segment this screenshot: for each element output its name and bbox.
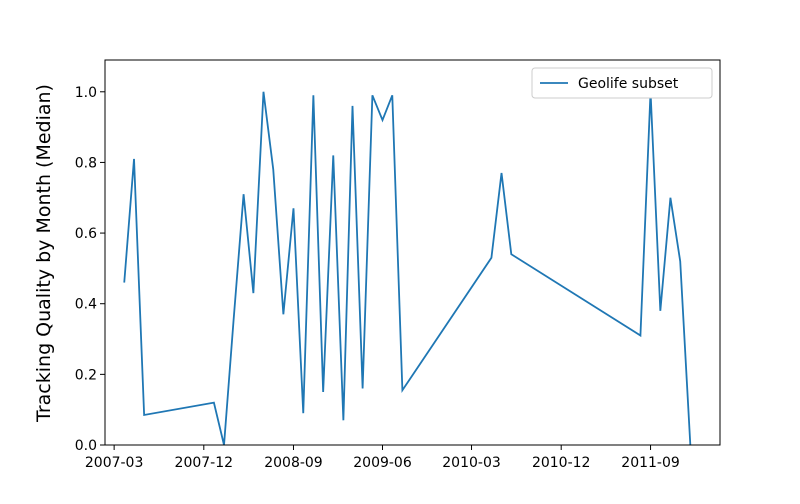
y-tick-label: 0.6: [75, 226, 97, 242]
data-line: [123, 91, 692, 446]
y-tick-label: 0.4: [75, 297, 97, 313]
x-tick-label: 2008-09: [264, 455, 323, 471]
x-tick-label: 2007-12: [175, 455, 234, 471]
x-tick-label: 2010-03: [442, 455, 501, 471]
legend-box: [531, 67, 713, 99]
y-tick-label: 0.0: [75, 438, 97, 454]
x-tick-label: 2009-06: [353, 455, 412, 471]
x-tick-label: 2011-09: [621, 455, 680, 471]
y-tick-label: 0.2: [75, 367, 97, 383]
y-axis-label: Tracking Quality by Month (Median): [33, 84, 55, 423]
y-tick-label: 1.0: [75, 85, 97, 101]
x-tick-label: 2007-03: [85, 455, 144, 471]
y-tick-label: 0.8: [75, 155, 97, 171]
plot-frame: [104, 59, 721, 446]
x-tick-label: 2010-12: [532, 455, 591, 471]
legend-label: Geolife subset: [578, 76, 679, 92]
